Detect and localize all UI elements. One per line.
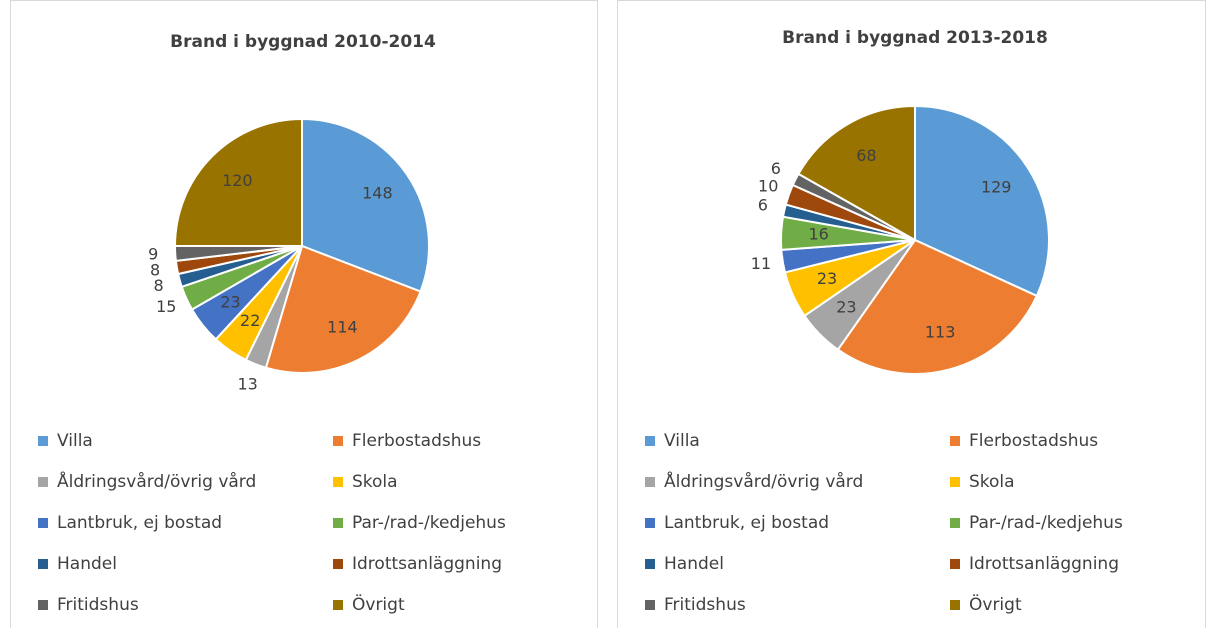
legend-label: Skola xyxy=(352,472,398,492)
legend-swatch xyxy=(38,477,48,487)
data-label: 11 xyxy=(751,254,771,273)
legend-label: Villa xyxy=(664,431,700,451)
legend-swatch xyxy=(38,436,48,446)
data-label: 23 xyxy=(817,269,837,288)
legend-label: Idrottsanläggning xyxy=(969,554,1119,574)
legend-label: Fritidshus xyxy=(57,595,139,615)
legend-label: Flerbostadshus xyxy=(352,431,481,451)
legend-swatch xyxy=(38,600,48,610)
legend-swatch xyxy=(333,600,343,610)
legend-swatch xyxy=(645,600,655,610)
legend-label: Övrigt xyxy=(969,593,1022,615)
legend-label: Villa xyxy=(57,431,93,451)
legend-label: Lantbruk, ej bostad xyxy=(664,513,829,533)
legend-label: Idrottsanläggning xyxy=(352,554,502,574)
data-label: 6 xyxy=(771,159,781,178)
chart-title: Brand i byggnad 2010-2014 xyxy=(170,32,436,52)
pie-slice xyxy=(301,117,430,293)
legend-swatch xyxy=(645,518,655,528)
data-label: 129 xyxy=(981,177,1012,196)
data-label: 13 xyxy=(238,374,258,393)
legend-swatch xyxy=(333,436,343,446)
legend-swatch xyxy=(645,559,655,569)
legend-label: Åldringsvård/övrig vård xyxy=(57,470,256,492)
pie-slice xyxy=(836,238,1039,375)
pie-slice xyxy=(264,244,422,374)
legend-label: Par-/rad-/kedjehus xyxy=(969,513,1123,533)
legend-swatch xyxy=(950,600,960,610)
legend-label: Övrigt xyxy=(352,593,405,615)
data-label: 16 xyxy=(808,225,828,244)
data-label: 68 xyxy=(856,146,876,165)
data-label: 23 xyxy=(220,293,240,312)
data-label: 120 xyxy=(222,171,253,190)
legend-swatch xyxy=(333,559,343,569)
pie-slice xyxy=(797,104,916,242)
legend-label: Flerbostadshus xyxy=(969,431,1098,451)
data-label: 113 xyxy=(925,323,956,342)
pie-slice xyxy=(173,117,303,247)
legend-swatch xyxy=(950,518,960,528)
data-label: 8 xyxy=(154,276,164,295)
data-label: 10 xyxy=(758,177,778,196)
data-label: 9 xyxy=(148,244,158,263)
legend-swatch xyxy=(645,436,655,446)
legend-swatch xyxy=(333,477,343,487)
data-label: 22 xyxy=(240,311,260,330)
legend-label: Åldringsvård/övrig vård xyxy=(664,470,863,492)
legend-swatch xyxy=(38,559,48,569)
data-label: 8 xyxy=(150,261,160,280)
legend-label: Fritidshus xyxy=(664,595,746,615)
data-label: 6 xyxy=(758,195,768,214)
legend-swatch xyxy=(950,477,960,487)
legend-swatch xyxy=(950,559,960,569)
data-label: 23 xyxy=(836,297,856,316)
legend-label: Handel xyxy=(57,554,117,574)
data-label: 15 xyxy=(156,297,176,316)
legend-swatch xyxy=(38,518,48,528)
legend-swatch xyxy=(645,477,655,487)
legend-label: Handel xyxy=(664,554,724,574)
legend-label: Par-/rad-/kedjehus xyxy=(352,513,506,533)
pie-slice xyxy=(914,104,1050,298)
data-label: 148 xyxy=(362,184,393,203)
legend-swatch xyxy=(950,436,960,446)
chart-title: Brand i byggnad 2013-2018 xyxy=(782,28,1048,48)
legend-label: Lantbruk, ej bostad xyxy=(57,513,222,533)
legend-swatch xyxy=(333,518,343,528)
data-label: 114 xyxy=(327,318,358,337)
legend-label: Skola xyxy=(969,472,1015,492)
